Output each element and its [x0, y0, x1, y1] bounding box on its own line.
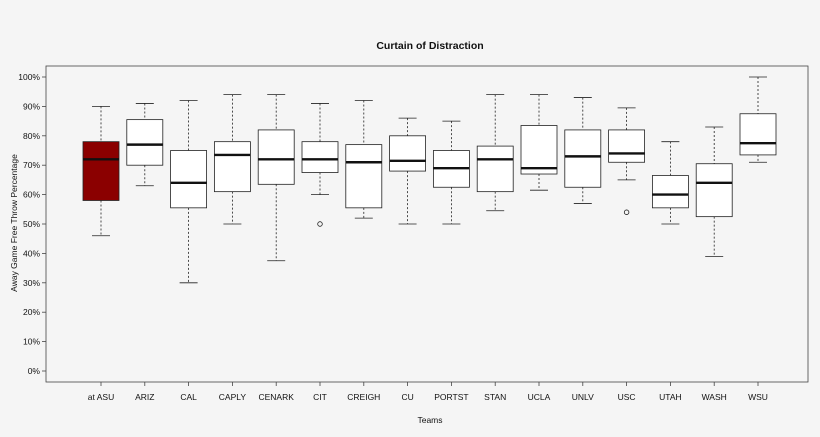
x-tick-label: UNLV [572, 392, 594, 402]
iqr-box [126, 119, 164, 166]
box-creigh [345, 100, 383, 219]
y-tick-label: 50% [23, 219, 40, 229]
y-tick-label: 40% [23, 248, 40, 258]
y-tick-label: 30% [23, 278, 40, 288]
iqr-box [257, 129, 295, 185]
outlier-point [317, 221, 323, 227]
box-unlv [564, 97, 602, 204]
iqr-box [213, 141, 251, 193]
x-tick-label: CIT [313, 392, 327, 402]
x-tick-label: STAN [484, 392, 506, 402]
x-tick-label: at ASU [88, 392, 114, 402]
x-axis: at ASU ARIZ CAL CAPLY CENARK CIT CREIGH CU PORTS… [88, 382, 768, 402]
box-at-asu [82, 106, 120, 237]
y-tick-label: 100% [18, 72, 40, 82]
box-utah [652, 141, 689, 225]
x-tick-label: CU [401, 392, 413, 402]
plot-border [45, 65, 809, 383]
iqr-box [608, 129, 645, 163]
box-stan [476, 94, 514, 212]
x-tick-label: UCLA [528, 392, 551, 402]
chart-title: Curtain of Distraction [376, 40, 483, 52]
y-tick-label: 60% [23, 190, 40, 200]
y-tick-label: 20% [23, 307, 40, 317]
x-tick-label: UTAH [659, 392, 682, 402]
box-ariz [126, 103, 164, 187]
iqr-box [520, 125, 558, 175]
x-tick-label: CREIGH [347, 392, 380, 402]
y-tick-label: 70% [23, 160, 40, 170]
box-cenark [257, 94, 295, 262]
box-portst [432, 120, 470, 225]
x-tick-label: CAL [180, 392, 197, 402]
y-tick-label: 10% [23, 337, 40, 347]
iqr-box [695, 163, 733, 218]
box-wsu [739, 76, 777, 163]
x-tick-label: USC [618, 392, 636, 402]
y-tick-label: 90% [23, 101, 40, 111]
y-axis: 0% 10% 20% 30% 40% 50% 60% 70% 80% 90% 100% [18, 72, 46, 376]
box-ucla [520, 94, 558, 191]
x-tick-label: WASH [702, 392, 727, 402]
iqr-box [170, 150, 208, 209]
x-tick-label: PORTST [434, 392, 468, 402]
box-cal [170, 100, 208, 284]
y-tick-label: 0% [28, 366, 41, 376]
box-cit [301, 103, 339, 227]
iqr-box [564, 129, 602, 188]
outlier-point [623, 209, 630, 215]
plot-frame [45, 65, 809, 383]
y-tick-label: 80% [23, 131, 40, 141]
iqr-box [301, 141, 339, 173]
iqr-box [476, 145, 514, 193]
x-tick-label: CENARK [258, 392, 294, 402]
box-caply [213, 94, 251, 225]
x-tick-label: CAPLY [219, 392, 247, 402]
y-axis-label: Away Game Free Throw Percentage [9, 154, 19, 292]
x-axis-label: Teams [417, 415, 442, 425]
box-wash [695, 126, 733, 257]
iqr-box [82, 141, 120, 201]
box-cu [389, 117, 427, 225]
iqr-box [389, 135, 427, 172]
x-tick-label: ARIZ [135, 392, 154, 402]
box-usc [608, 107, 645, 215]
iqr-box [739, 113, 777, 156]
iqr-box [652, 175, 689, 209]
box-series [82, 76, 777, 284]
iqr-box [345, 144, 383, 209]
x-tick-label: WSU [748, 392, 768, 402]
